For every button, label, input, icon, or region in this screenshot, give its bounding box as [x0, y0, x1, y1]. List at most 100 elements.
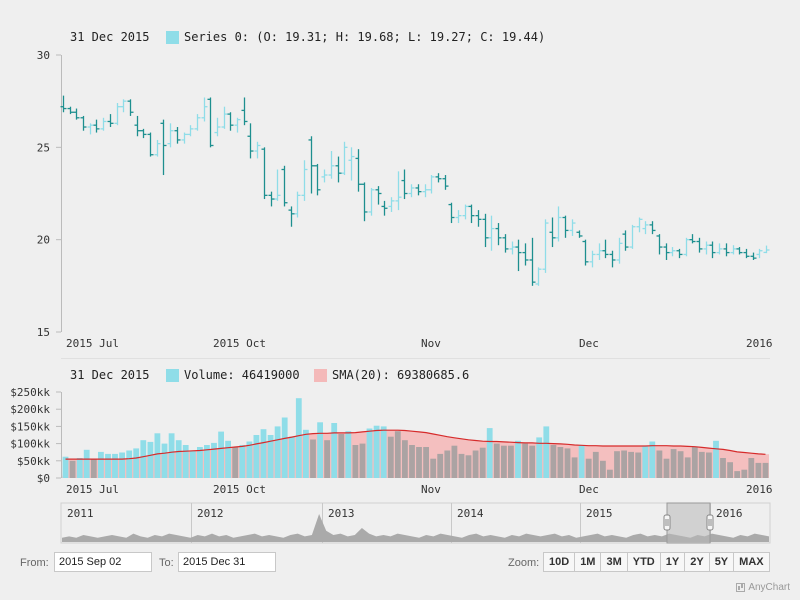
volume-bar [649, 441, 656, 478]
ohlc-bar [381, 200, 388, 216]
ohlc-bar [234, 117, 241, 133]
volume-bar [161, 443, 168, 478]
from-date-input[interactable] [54, 552, 152, 572]
volume-legend-date: 31 Dec 2015 [70, 368, 149, 382]
navigator[interactable]: 2011 2012 2013 2014 2015 2016 [60, 502, 771, 544]
zoom-button-10d[interactable]: 10D [543, 552, 576, 572]
volume-y-tick-label: $200kk [10, 403, 50, 416]
volume-bar [706, 452, 712, 478]
zoom-button-ytd[interactable]: YTD [626, 552, 661, 572]
ohlc-bar [341, 141, 348, 176]
ohlc-bar [723, 243, 730, 257]
volume-bar [762, 462, 769, 478]
volume-bar [465, 455, 472, 478]
volume-y-tick-label: $150kk [10, 420, 50, 433]
ohlc-bar [107, 114, 114, 128]
from-label: From: [20, 557, 49, 569]
volume-x-tick-label: Dec [579, 483, 599, 496]
volume-bar [295, 398, 302, 478]
ohlc-bar [100, 117, 107, 131]
volume-bar [522, 443, 528, 478]
ohlc-bar [274, 169, 281, 201]
navigator-selection[interactable] [666, 502, 711, 544]
price-y-tick-label: 20 [37, 234, 50, 247]
volume-bar [359, 443, 366, 478]
volume-bar [727, 462, 733, 478]
ohlc-bar [288, 206, 295, 227]
ohlc-bar [696, 237, 703, 253]
volume-bar [444, 450, 451, 478]
ohlc-bar [254, 141, 261, 159]
to-date-input[interactable] [178, 552, 276, 572]
zoom-button-5y[interactable]: 5Y [708, 552, 735, 572]
ohlc-bar [622, 230, 629, 251]
ohlc-bar [542, 219, 549, 273]
zoom-button-3m[interactable]: 3M [600, 552, 628, 572]
volume-bar [713, 440, 719, 478]
volume-bar [734, 471, 741, 478]
ohlc-bar [730, 245, 737, 255]
volume-legend-swatch [166, 369, 179, 382]
ohlc-bar [716, 243, 723, 255]
ohlc-bar [154, 139, 161, 157]
ohlc-bar [709, 241, 716, 259]
ohlc-bar [301, 160, 308, 201]
navigator-handle-right[interactable] [706, 514, 714, 531]
volume-bar [197, 447, 203, 478]
navigator-year-label: 2013 [328, 507, 355, 520]
volume-bar [239, 445, 246, 478]
volume-bar [373, 425, 380, 478]
volume-bar [218, 431, 224, 478]
volume-bar [571, 457, 578, 478]
ohlc-bar [549, 217, 556, 248]
volume-bar [168, 433, 175, 478]
volume-bar [515, 440, 521, 478]
ohlc-bar [529, 237, 536, 286]
ohlc-bar [321, 169, 328, 183]
volume-bar [458, 453, 465, 478]
volume-bar [345, 431, 352, 478]
volume-bar [310, 439, 316, 478]
volume-y-tick-label: $100kk [10, 438, 50, 451]
volume-bar [748, 458, 755, 478]
sma-line [65, 429, 766, 460]
sma-area [62, 430, 769, 478]
ohlc-bar [60, 95, 67, 113]
price-x-tick-label: 2015 Jul [66, 337, 119, 350]
volume-bar [670, 449, 677, 478]
ohlc-bar [703, 241, 710, 255]
ohlc-bar [482, 213, 489, 248]
volume-bar [607, 469, 613, 478]
zoom-button-1y[interactable]: 1Y [659, 552, 686, 572]
volume-bar [338, 434, 345, 478]
zoom-button-max[interactable]: MAX [733, 552, 770, 572]
ohlc-bar [569, 219, 576, 236]
volume-bar-series [62, 398, 769, 478]
credits[interactable]: AnyChart [736, 582, 790, 593]
price-y-ticks: 15 20 25 30 [37, 49, 61, 339]
volume-legend-text: Volume: 46419000 [184, 368, 300, 382]
zoom-button-1m[interactable]: 1M [574, 552, 602, 572]
volume-bar [614, 451, 620, 478]
ohlc-bar [281, 165, 288, 207]
ohlc-bar [87, 123, 94, 135]
volume-x-tick-label: 2015 Jul [66, 483, 119, 496]
ohlc-bar [636, 217, 643, 233]
ohlc-bar [247, 123, 254, 159]
ohlc-bar [515, 239, 522, 272]
price-panel: 31 Dec 2015 Series 0: (O: 19.31; H: 19.6… [37, 30, 773, 359]
volume-y-tick-label: $50kk [17, 455, 50, 468]
ohlc-bar [582, 239, 589, 266]
zoom-button-2y[interactable]: 2Y [684, 552, 710, 572]
price-x-tick-label: 2016 [746, 337, 773, 350]
volume-bar [324, 440, 330, 478]
volume-bar [274, 426, 281, 478]
ohlc-bar [475, 210, 482, 227]
volume-bar [642, 445, 649, 478]
volume-bar [133, 448, 140, 478]
ohlc-bar [241, 97, 248, 126]
ohlc-bar [415, 184, 422, 196]
volume-bar [600, 460, 606, 478]
navigator-handle-left[interactable] [663, 514, 671, 531]
